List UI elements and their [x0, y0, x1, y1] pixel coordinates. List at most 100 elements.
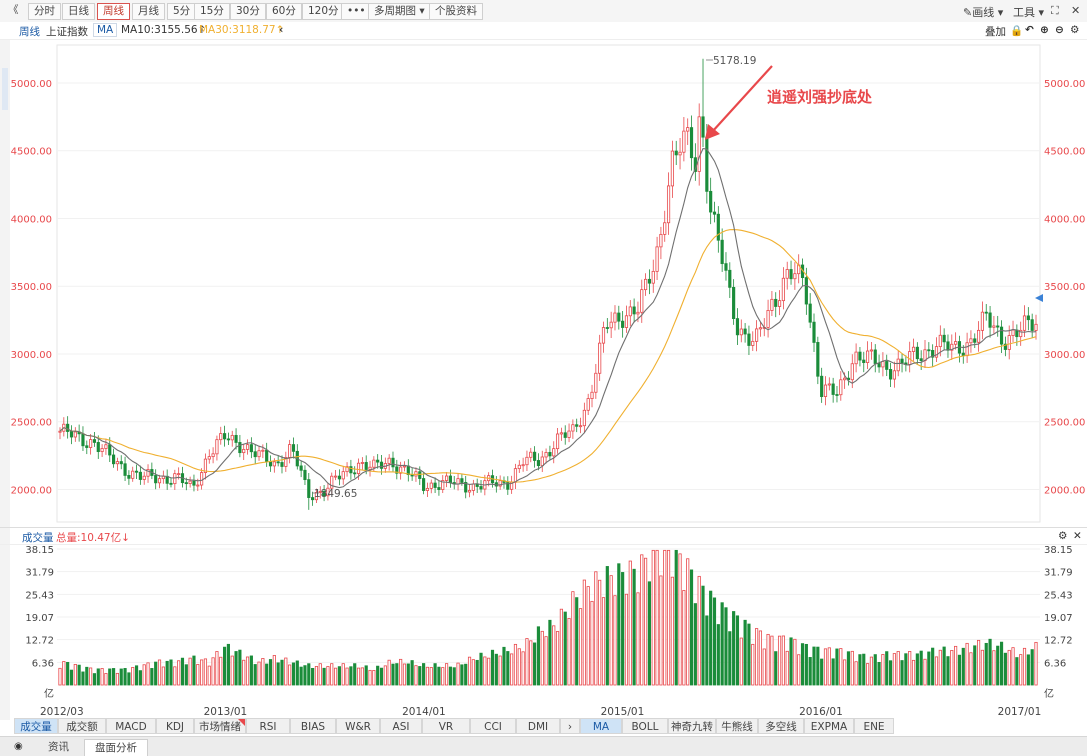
- volume-bar: [1030, 649, 1034, 686]
- indicator-tab[interactable]: ENE: [854, 718, 894, 734]
- volume-bar: [613, 595, 617, 686]
- volume-bar: [877, 662, 881, 686]
- candle-body: [563, 432, 567, 438]
- multi-period-button[interactable]: 多周期图 ▾: [368, 3, 431, 20]
- zoom-out-icon[interactable]: ⊖: [1055, 24, 1064, 36]
- period-tab-weekly[interactable]: 周线: [97, 3, 130, 20]
- candle-body: [1034, 323, 1038, 331]
- settings-icon[interactable]: ⚙: [1058, 530, 1068, 542]
- candle-body: [471, 483, 475, 491]
- volume-bar: [238, 649, 242, 686]
- ma-indicator-button[interactable]: MA: [93, 23, 118, 37]
- indicator-tab[interactable]: W&R: [336, 718, 380, 734]
- volume-bar: [843, 659, 847, 686]
- candle-body: [613, 312, 617, 323]
- indicator-tab[interactable]: DMI: [516, 718, 560, 734]
- indicator-tab[interactable]: EXPMA: [804, 718, 854, 734]
- candle-body: [739, 328, 743, 336]
- price-chart-area[interactable]: 5000.00 4500.00 4000.00 3500.00 3000.00 2500.…: [0, 40, 1087, 525]
- volume-bar: [165, 660, 169, 686]
- callout-text: 逍遥刘强抄底处: [767, 88, 873, 106]
- tools-button[interactable]: 工具 ▾: [1013, 4, 1044, 20]
- left-collapse-strip[interactable]: [0, 40, 10, 720]
- close-icon[interactable]: ✕: [1073, 530, 1082, 542]
- draw-line-button[interactable]: ✎画线 ▾: [963, 4, 1003, 20]
- tab-news[interactable]: 资讯: [48, 741, 69, 753]
- indicator-tab[interactable]: 成交量: [14, 718, 58, 734]
- volume-tick-label-right: 6.36: [1044, 658, 1066, 669]
- eye-icon[interactable]: ◉: [14, 741, 23, 752]
- settings-icon[interactable]: ⚙: [1070, 24, 1080, 36]
- volume-tick-label-right: 25.43: [1044, 590, 1073, 601]
- chevron-down-icon: ▾: [419, 5, 425, 17]
- volume-bar: [655, 549, 659, 686]
- indicator-tab[interactable]: 成交额: [58, 718, 106, 734]
- volume-bar: [311, 667, 315, 686]
- candle-body: [498, 480, 502, 487]
- ma30-value: MA30:3118.77↑: [199, 24, 285, 36]
- expand-icon[interactable]: ⛶: [1051, 4, 1059, 17]
- candle-body: [1007, 335, 1011, 350]
- candle-body: [858, 351, 862, 361]
- undo-icon[interactable]: ↶: [1025, 24, 1034, 36]
- indicator-tab[interactable]: BIAS: [290, 718, 336, 734]
- period-tab-60min[interactable]: 60分: [266, 3, 302, 20]
- volume-bar: [134, 665, 139, 686]
- indicator-tab[interactable]: BOLL: [622, 718, 668, 734]
- candle-body: [663, 222, 667, 235]
- volume-bar: [644, 557, 648, 686]
- volume-bar: [743, 619, 747, 686]
- indicator-tab[interactable]: ›: [560, 718, 580, 734]
- period-tab-15min[interactable]: 15分: [194, 3, 230, 20]
- candle-body: [127, 475, 131, 479]
- indicator-tab[interactable]: 神奇九转: [668, 718, 716, 734]
- more-button[interactable]: •••: [341, 3, 372, 20]
- volume-bar: [437, 666, 441, 686]
- candle-body: [578, 425, 583, 428]
- indicator-tab[interactable]: KDJ: [156, 718, 194, 734]
- tab-market-analysis[interactable]: 盘面分析: [84, 739, 148, 756]
- volume-bar: [510, 653, 514, 686]
- volume-bar: [142, 664, 146, 686]
- indicator-tab[interactable]: CCI: [470, 718, 516, 734]
- volume-bar: [973, 645, 977, 686]
- collapse-icon[interactable]: 《: [8, 4, 19, 16]
- volume-bar: [272, 655, 276, 686]
- overlay-button[interactable]: 叠加: [985, 26, 1006, 38]
- candle-body: [682, 130, 686, 153]
- indicator-tab[interactable]: RSI: [246, 718, 290, 734]
- candle-body: [831, 383, 835, 395]
- volume-bar: [812, 646, 816, 686]
- price-chart-svg[interactable]: 5000.00 4500.00 4000.00 3500.00 3000.00 2500.…: [0, 40, 1087, 525]
- period-tab-fenshi[interactable]: 分时: [28, 3, 61, 20]
- lock-icon[interactable]: 🔒: [1010, 25, 1024, 37]
- candle-body: [138, 471, 142, 480]
- period-tab-5min[interactable]: 5分: [167, 3, 197, 20]
- period-tab-monthly[interactable]: 月线: [132, 3, 165, 20]
- stock-info-button[interactable]: 个股资料: [429, 3, 483, 20]
- close-icon[interactable]: ✕: [1071, 4, 1081, 17]
- candle-body: [647, 278, 652, 284]
- indicator-tab[interactable]: 市场情绪: [194, 718, 246, 734]
- indicator-tab[interactable]: MA: [580, 718, 622, 734]
- indicator-tab[interactable]: 多空线: [758, 718, 804, 734]
- candle-body: [387, 457, 391, 464]
- zoom-in-icon[interactable]: ⊕: [1040, 24, 1049, 36]
- volume-bar: [938, 649, 942, 686]
- period-tab-120min[interactable]: 120分: [302, 3, 345, 20]
- volume-tick-label: 6.36: [32, 658, 54, 669]
- indicator-tab[interactable]: ASI: [380, 718, 422, 734]
- volume-chart-svg[interactable]: 38.15 31.79 25.43 19.07 12.72 6.36 亿 38.15 31.7…: [0, 543, 1087, 718]
- indicator-tab[interactable]: 牛熊线: [716, 718, 758, 734]
- candle-body: [92, 439, 97, 443]
- period-tab-30min[interactable]: 30分: [230, 3, 266, 20]
- indicator-tab[interactable]: MACD: [106, 718, 156, 734]
- period-tab-daily[interactable]: 日线: [62, 3, 95, 20]
- volume-bar: [387, 659, 391, 686]
- indicator-tab[interactable]: VR: [422, 718, 470, 734]
- volume-chart-area[interactable]: 38.15 31.79 25.43 19.07 12.72 6.36 亿 38.15 31.7…: [0, 543, 1087, 718]
- volume-bar: [276, 662, 280, 686]
- candle-body: [100, 448, 104, 452]
- chevron-left-icon[interactable]: ‹: [279, 24, 284, 36]
- candle-body: [758, 327, 763, 330]
